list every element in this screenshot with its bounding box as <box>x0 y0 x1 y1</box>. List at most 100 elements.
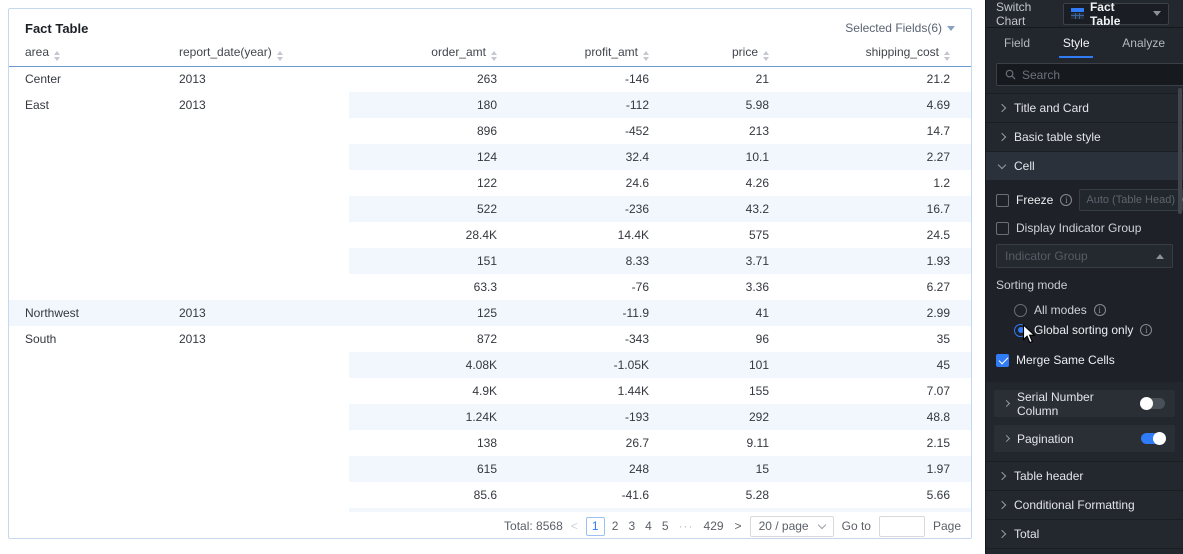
pill-pagination[interactable]: Pagination <box>994 425 1175 452</box>
value-cell: 9.11 <box>746 436 769 450</box>
merge-same-cells-checkbox[interactable] <box>996 353 1009 367</box>
year-cell: 2013 <box>169 326 349 512</box>
tab-style[interactable]: Style <box>1055 28 1098 58</box>
value-cell: 24.5 <box>926 228 950 242</box>
table-row: Center 2013 263 -146 21 21.2 <box>9 66 971 92</box>
sort-desc-arrow <box>491 57 497 62</box>
column-label: profit_amt <box>584 45 638 60</box>
sort-option-all-modes: All modes i <box>996 300 1173 320</box>
page-number-4[interactable]: 4 <box>645 519 652 533</box>
radio-label: Global sorting only <box>1034 323 1134 337</box>
value-cell: 2.15 <box>926 436 950 450</box>
value-cell: 4.9K <box>472 384 497 398</box>
selected-fields-dropdown[interactable]: Selected Fields(6) <box>845 21 955 35</box>
toggle-knob <box>1140 397 1153 410</box>
value-cell: 24.6 <box>625 176 649 190</box>
value-cell: 5.98 <box>661 92 781 118</box>
sort-icon[interactable] <box>643 51 649 62</box>
section-table-header[interactable]: Table header <box>986 461 1183 490</box>
page-number-3[interactable]: 3 <box>628 519 636 533</box>
table-row: 28.4K 14.4K 575 24.5 <box>9 222 971 248</box>
value-cell: 263 <box>476 72 497 87</box>
table-chart-icon <box>1070 8 1084 19</box>
value-cell: 2.27 <box>781 144 971 170</box>
sort-icon[interactable] <box>54 51 61 62</box>
value-cell: 5.66 <box>926 488 950 502</box>
next-page-button[interactable]: > <box>734 519 742 533</box>
value-cell: 292 <box>661 404 781 430</box>
value-cell: 21.2 <box>926 72 950 87</box>
panel-scrollbar[interactable] <box>1178 88 1182 214</box>
table-row: South 2013 872 -343 96 35 <box>9 326 971 512</box>
value-cell: 213 <box>748 124 769 138</box>
radio-button[interactable] <box>1014 303 1027 317</box>
value-cell: 2.99 <box>781 300 971 326</box>
value-cell: 15 <box>661 456 781 482</box>
column-label: report_date(year) <box>179 45 272 60</box>
value-cell: 10.1 <box>661 144 781 170</box>
page-number-1[interactable]: 1 <box>585 516 605 536</box>
page-ellipsis: ··· <box>678 519 694 533</box>
value-cell: 122 <box>476 176 497 190</box>
toggle-switch[interactable] <box>1141 432 1166 445</box>
year-cell: 2013 <box>179 72 206 87</box>
value-cell: 1.97 <box>781 456 971 482</box>
value-cell: 180 <box>349 92 509 118</box>
section-label: Conditional Formatting <box>1014 498 1135 512</box>
radio-button[interactable] <box>1014 323 1027 337</box>
section-conditional-formatting[interactable]: Conditional Formatting <box>986 490 1183 519</box>
freeze-checkbox[interactable] <box>996 193 1009 207</box>
value-cell: 26.7 <box>625 436 649 450</box>
tab-analyze[interactable]: Analyze <box>1122 36 1165 50</box>
value-cell: -1.05K <box>509 352 661 378</box>
section-total[interactable]: Total <box>986 519 1183 548</box>
section-label: Table header <box>1014 469 1084 483</box>
value-cell: 872 <box>476 332 497 346</box>
value-cell: -343 <box>624 332 649 346</box>
pill-serial-number-column[interactable]: Serial Number Column <box>994 390 1175 418</box>
sort-icon[interactable] <box>944 51 950 62</box>
page-number-429[interactable]: 429 <box>703 519 724 533</box>
sort-icon[interactable] <box>491 51 497 62</box>
value-cell: -193 <box>509 404 661 430</box>
section-filter[interactable]: Filter <box>986 548 1183 554</box>
page-number-2[interactable]: 2 <box>611 519 619 533</box>
prev-page-button[interactable]: < <box>570 519 578 533</box>
sort-icon[interactable] <box>276 51 283 62</box>
section-title-and-card[interactable]: Title and Card <box>986 93 1183 122</box>
page-size-select[interactable]: 20 / page <box>749 515 834 537</box>
info-icon: i <box>1093 304 1106 316</box>
sort-icon[interactable] <box>763 51 769 62</box>
table-row: 63.3 -76 3.36 6.27 <box>9 274 971 300</box>
year-cell: 2013 <box>169 300 349 326</box>
tab-field[interactable]: Field <box>1004 36 1031 50</box>
active-tab-underline <box>1059 56 1094 58</box>
sort-desc-arrow <box>763 57 769 62</box>
section-cell[interactable]: Cell <box>986 151 1183 180</box>
chevron-up-icon <box>1156 253 1164 259</box>
value-cell: 28.4K <box>465 228 497 242</box>
page-number-5[interactable]: 5 <box>661 519 669 533</box>
toggle-switch[interactable] <box>1140 397 1165 410</box>
chevron-right-icon <box>1002 399 1011 408</box>
pagination-bar: Total: 8568 < 1 2 3 4 5 ··· 429 > 20 / page Go… <box>9 512 971 538</box>
goto-page-input[interactable] <box>878 515 925 537</box>
panel-sections-bottom: Table header Conditional Formatting Total F… <box>986 461 1183 554</box>
column-label: price <box>731 45 758 60</box>
value-cell: 4.26 <box>745 176 769 190</box>
indicator-group-select[interactable]: Indicator Group <box>996 244 1173 268</box>
freeze-mode-dropdown[interactable]: Auto (Table Head) <box>1079 189 1183 211</box>
section-basic-table-style[interactable]: Basic table style <box>986 122 1183 151</box>
table-row: 4.08K -1.05K 101 45 <box>9 352 971 378</box>
display-indicator-group-checkbox[interactable] <box>996 221 1009 235</box>
table-header-row: area report_date(year) order_amt profit_amt… <box>9 41 971 67</box>
column-label: area <box>25 45 50 60</box>
table-row: 138 26.7 9.11 2.15 <box>9 430 971 456</box>
value-cell: -76 <box>631 280 649 294</box>
info-icon: i <box>1060 194 1073 206</box>
sort-asc-arrow <box>491 51 497 56</box>
value-cell: 1.44K <box>617 384 649 398</box>
chart-type-dropdown[interactable]: Fact Table <box>1062 0 1169 28</box>
search-input[interactable] <box>1022 67 1177 82</box>
search-box[interactable] <box>996 63 1183 86</box>
